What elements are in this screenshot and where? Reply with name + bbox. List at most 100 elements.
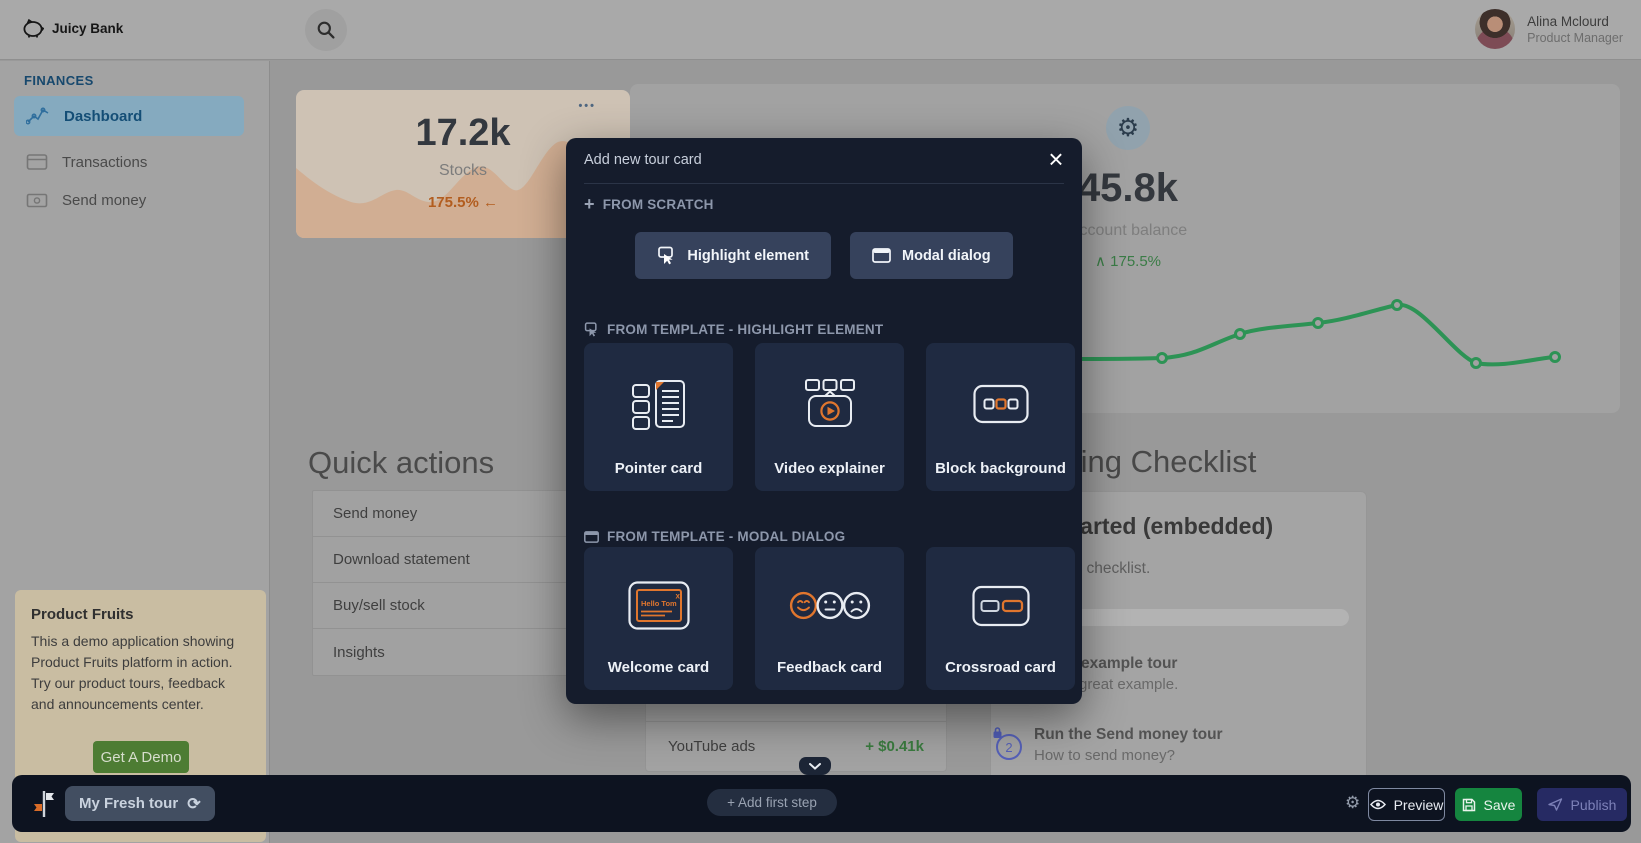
modal-window-icon	[584, 530, 599, 543]
block-background-icon	[972, 384, 1029, 424]
balance-label: Account balance	[1068, 222, 1188, 239]
balance-change: ∧ 175.5%	[998, 252, 1258, 270]
balance-change-value: 175.5%	[1110, 253, 1162, 270]
stocks-area-chart	[296, 141, 630, 238]
publish-button[interactable]: Publish	[1537, 788, 1627, 821]
brand: Juicy Bank	[22, 18, 123, 38]
cursor-tag-icon	[658, 246, 674, 265]
scroll-down-button[interactable]	[799, 757, 831, 775]
sidebar-item-label: Transactions	[62, 153, 148, 171]
sidebar: FINANCES Dashboard Transactions Send mon…	[0, 61, 270, 843]
search-button[interactable]	[305, 9, 347, 51]
sidebar-item-transactions[interactable]: Transactions	[14, 144, 244, 180]
template-label: Feedback card	[776, 659, 883, 676]
button-label: Save	[1483, 796, 1516, 813]
template-label: Video explainer	[774, 460, 885, 477]
template-label: Block background	[935, 460, 1066, 477]
transaction-row[interactable]: YouTube ads + $0.41k	[646, 721, 946, 771]
section-template-modal: FROM TEMPLATE - MODAL DIALOG	[584, 529, 845, 544]
highlight-element-button[interactable]: Highlight element	[635, 232, 832, 279]
crossroad-card-icon	[971, 585, 1030, 626]
cursor-tag-icon	[584, 322, 597, 337]
checklist-item-2[interactable]: 2 Run the Send money tour How to send mo…	[991, 726, 1368, 772]
tour-name-chip[interactable]: My Fresh tour ⟳	[65, 786, 215, 821]
chevron-up-icon: ∧	[1094, 253, 1106, 270]
get-a-demo-button[interactable]: Get A Demo	[93, 741, 189, 773]
button-label: Publish	[1570, 796, 1617, 813]
send-icon	[1547, 798, 1562, 811]
template-pointer-card[interactable]: Pointer card	[584, 343, 733, 491]
video-explainer-icon	[804, 379, 855, 427]
button-label: Preview	[1393, 796, 1444, 813]
close-icon[interactable]: ×	[1048, 143, 1064, 174]
checklist-item-subtitle: How to send money?	[1034, 747, 1175, 764]
modal-dialog-button[interactable]: Modal dialog	[850, 232, 1013, 279]
section-from-scratch: + FROM SCRATCH	[584, 194, 714, 215]
stocks-value: 17.2k	[415, 112, 511, 154]
avatar[interactable]	[1475, 9, 1516, 49]
stocks-label: Stocks	[438, 162, 487, 179]
stocks-change-value: 175.5%	[427, 194, 479, 211]
tour-builder-bar: My Fresh tour ⟳ + Add first step ⚙ Previ…	[12, 775, 1631, 832]
balance-settings-button[interactable]: ⚙	[1106, 106, 1150, 150]
sidebar-item-label: Dashboard	[64, 107, 143, 125]
add-tour-card-modal: Add new tour card × + FROM SCRATCH Highl…	[566, 138, 1082, 704]
transaction-label: YouTube ads	[668, 738, 756, 755]
top-bar: Juicy Bank Alina Mclourd Product Manager	[0, 0, 1641, 60]
stocks-change: 175.5% ←	[296, 194, 630, 211]
quick-action-buy-sell-stock[interactable]: Buy/sell stock	[313, 583, 641, 629]
checklist-item-number: 2	[996, 734, 1022, 760]
promo-body: This a demo application showing Product …	[31, 633, 235, 712]
refresh-icon: ⟳	[187, 795, 201, 813]
template-crossroad-card[interactable]: Crossroad card	[926, 547, 1075, 690]
preview-button[interactable]: Preview	[1368, 788, 1445, 821]
sidebar-item-dashboard[interactable]: Dashboard	[14, 96, 244, 136]
sidebar-section-label: FINANCES	[24, 73, 94, 88]
modal-window-icon	[872, 248, 891, 263]
button-label: Highlight element	[687, 247, 810, 264]
svg-text:x: x	[675, 591, 680, 600]
section-label: FROM TEMPLATE - MODAL DIALOG	[607, 529, 846, 544]
search-icon	[317, 21, 335, 39]
piggy-bank-icon	[23, 18, 44, 38]
user-name: Alina Mclourd	[1527, 13, 1609, 29]
balance-line-chart	[1062, 299, 1561, 369]
lock-icon	[993, 727, 1002, 738]
left-arrow-icon: ←	[483, 194, 499, 211]
feedback-faces-icon	[789, 591, 870, 620]
settings-gear-icon[interactable]: ⚙	[1345, 793, 1361, 812]
template-label: Pointer card	[614, 460, 703, 477]
section-label: FROM TEMPLATE - HIGHLIGHT ELEMENT	[607, 322, 884, 337]
template-video-explainer[interactable]: Video explainer	[755, 343, 904, 491]
template-welcome-card[interactable]: x Hello Tom Welcome card	[584, 547, 733, 690]
sidebar-item-send-money[interactable]: Send money	[14, 182, 244, 218]
promo-title: Product Fruits	[31, 606, 134, 623]
card-menu-dots[interactable]: •••	[578, 100, 596, 112]
modal-title: Add new tour card	[584, 152, 702, 168]
user-role: Product Manager	[1527, 30, 1623, 45]
transaction-amount: + $0.41k	[865, 738, 924, 755]
eye-icon	[1369, 799, 1386, 810]
welcome-card-icon: x Hello Tom	[627, 580, 690, 630]
product-fruits-logo	[34, 791, 54, 817]
quick-action-send-money[interactable]: Send money	[313, 491, 641, 537]
quick-actions-title: Quick actions	[308, 445, 495, 480]
brand-name: Juicy Bank	[52, 20, 124, 36]
template-block-background[interactable]: Block background	[926, 343, 1075, 491]
section-template-highlight: FROM TEMPLATE - HIGHLIGHT ELEMENT	[584, 322, 883, 337]
add-first-step-button[interactable]: + Add first step	[707, 789, 837, 816]
balance-value: 45.8k	[1077, 166, 1179, 210]
tour-name: My Fresh tour	[79, 795, 179, 812]
save-button[interactable]: Save	[1455, 788, 1522, 821]
section-label: FROM SCRATCH	[602, 197, 714, 212]
modal-divider	[584, 183, 1064, 184]
chevron-down-icon	[809, 762, 821, 770]
checklist-progress-bar	[1009, 609, 1349, 626]
quick-action-insights[interactable]: Insights	[333, 643, 385, 661]
template-feedback-card[interactable]: Feedback card	[755, 547, 904, 690]
user-menu[interactable]: Alina Mclourd Product Manager	[1475, 9, 1623, 49]
floppy-icon	[1462, 798, 1475, 811]
quick-action-download-statement[interactable]: Download statement	[313, 537, 641, 583]
pointer-card-icon	[631, 380, 685, 430]
